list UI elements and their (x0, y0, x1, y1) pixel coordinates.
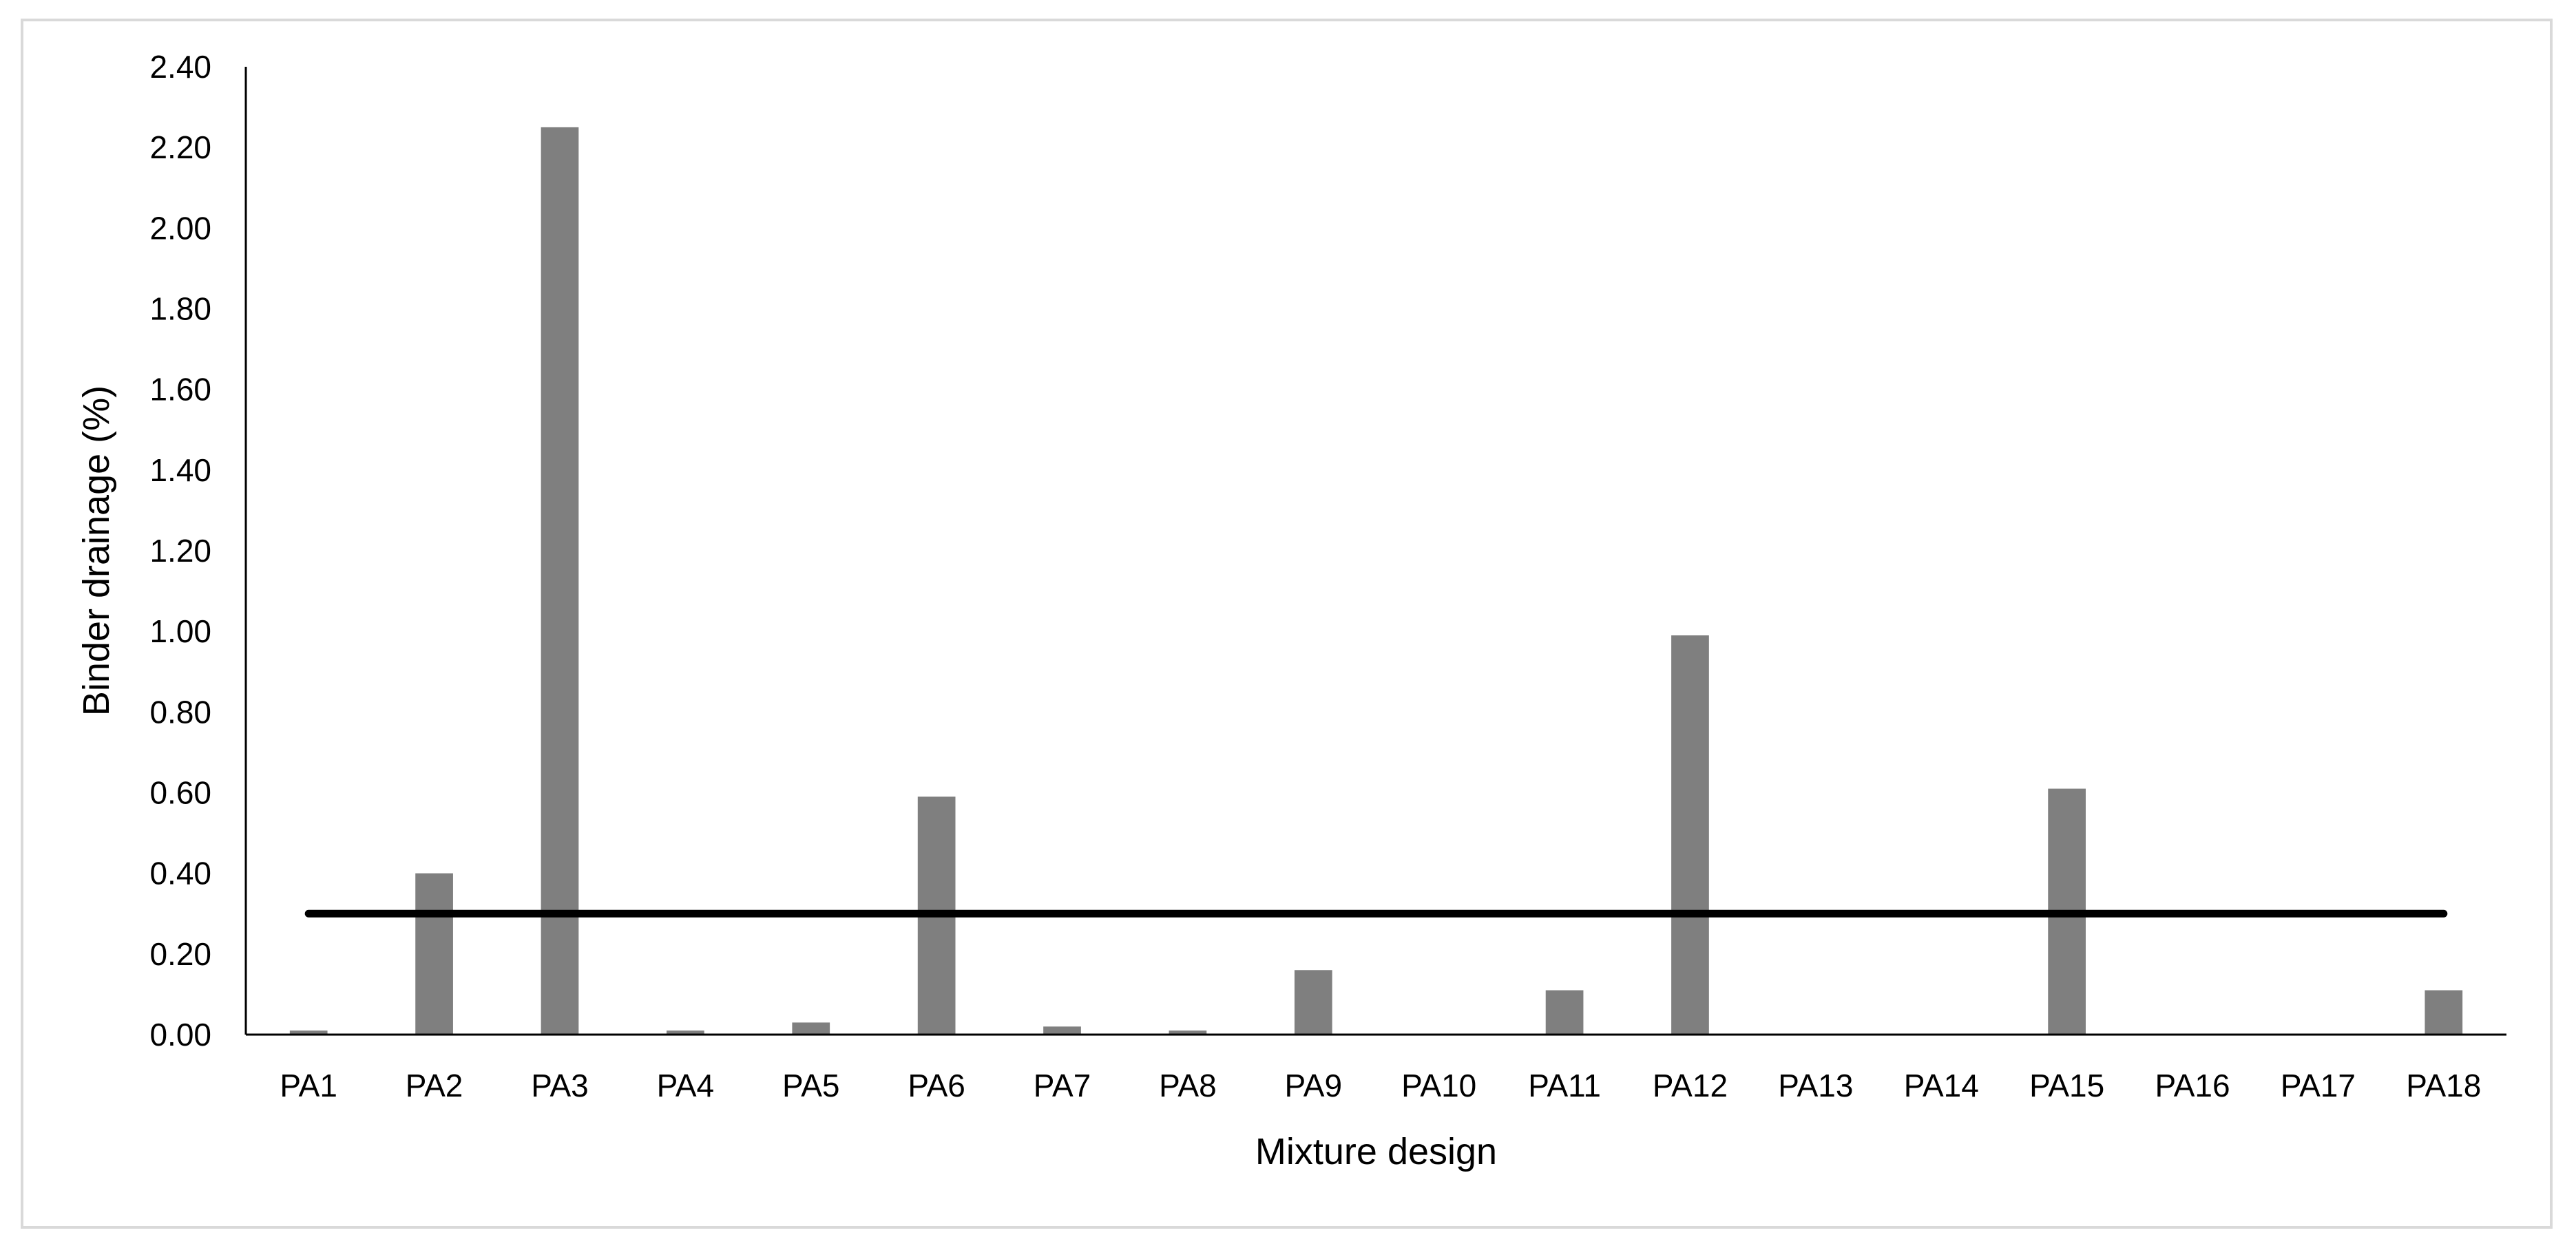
y-tick-label: 1.60 (149, 372, 211, 408)
x-axis-title: Mixture design (1255, 1131, 1497, 1172)
x-tick-label: PA11 (1528, 1068, 1601, 1103)
x-tick-label: PA16 (2155, 1068, 2230, 1103)
bar-pa1 (289, 1030, 328, 1035)
x-tick-label: PA8 (1159, 1068, 1217, 1103)
y-tick-label: 1.20 (149, 533, 211, 569)
x-tick-label: PA7 (1034, 1068, 1091, 1103)
bar-pa7 (1043, 1026, 1081, 1035)
x-tick-label: PA9 (1285, 1068, 1343, 1103)
x-tick-label: PA4 (657, 1068, 715, 1103)
bar-pa9 (1294, 970, 1332, 1035)
bars-layer (289, 127, 2463, 1035)
bar-pa3 (541, 127, 579, 1035)
y-tick-label: 0.80 (149, 694, 211, 730)
y-tick-label: 0.00 (149, 1017, 211, 1053)
y-tick-label: 2.00 (149, 210, 211, 246)
y-tick-label: 2.20 (149, 129, 211, 165)
bar-pa18 (2425, 990, 2463, 1035)
bar-pa8 (1169, 1030, 1207, 1035)
x-tick-label: PA1 (280, 1068, 337, 1103)
y-axis-title: Binder drainage (%) (76, 385, 117, 716)
x-tick-label: PA18 (2406, 1068, 2481, 1103)
bar-pa11 (1545, 990, 1584, 1035)
x-tick-labels: PA1 PA2 PA3 PA4 PA5 PA6 PA7 PA8 PA9 PA10 PA11 PA12 P… (280, 1068, 2481, 1103)
y-tick-label: 1.40 (149, 452, 211, 488)
x-tick-label: PA10 (1401, 1068, 1476, 1103)
x-tick-label: PA15 (2029, 1068, 2104, 1103)
bar-pa12 (1671, 635, 1709, 1035)
x-tick-label: PA5 (782, 1068, 840, 1103)
y-tick-label: 2.40 (149, 49, 211, 85)
y-tick-label: 1.80 (149, 291, 211, 327)
axes-layer (244, 67, 2506, 1036)
x-tick-label: PA2 (406, 1068, 463, 1103)
x-tick-label: PA3 (531, 1068, 589, 1103)
y-tick-label: 0.20 (149, 936, 211, 972)
y-tick-label: 0.60 (149, 775, 211, 811)
y-tick-labels: 0.00 0.20 0.40 0.60 0.80 1.00 1.20 1.40 1.60 1.80… (149, 49, 211, 1053)
y-tick-label: 0.40 (149, 856, 211, 891)
bar-pa2 (415, 873, 453, 1035)
x-tick-label: PA6 (908, 1068, 965, 1103)
bar-pa5 (792, 1022, 830, 1035)
bar-pa4 (667, 1030, 704, 1035)
x-tick-label: PA13 (1778, 1068, 1853, 1103)
x-tick-label: PA17 (2281, 1068, 2356, 1103)
x-tick-label: PA14 (1904, 1068, 1979, 1103)
x-tick-label: PA12 (1653, 1068, 1728, 1103)
y-tick-label: 1.00 (149, 613, 211, 649)
